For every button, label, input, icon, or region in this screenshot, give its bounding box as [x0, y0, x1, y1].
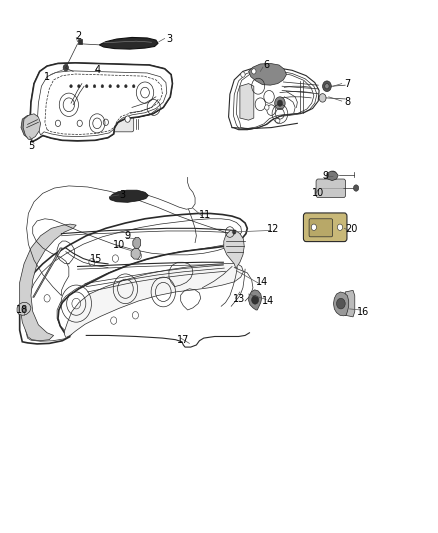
FancyBboxPatch shape	[309, 219, 332, 237]
Circle shape	[319, 94, 326, 102]
Text: 6: 6	[263, 60, 269, 70]
Circle shape	[132, 312, 138, 319]
Text: 12: 12	[267, 224, 279, 235]
Circle shape	[277, 100, 283, 107]
Polygon shape	[229, 67, 319, 130]
Circle shape	[63, 64, 68, 71]
Polygon shape	[21, 115, 37, 139]
Polygon shape	[240, 84, 254, 120]
Circle shape	[252, 296, 258, 304]
FancyBboxPatch shape	[304, 213, 347, 241]
Text: 1: 1	[44, 71, 50, 82]
Circle shape	[329, 171, 336, 180]
Polygon shape	[78, 38, 82, 44]
Circle shape	[103, 119, 109, 125]
Text: 10: 10	[113, 240, 125, 251]
Text: 2: 2	[76, 31, 82, 41]
Text: 5: 5	[28, 141, 34, 151]
Circle shape	[77, 120, 82, 126]
Polygon shape	[17, 303, 31, 316]
Circle shape	[109, 85, 112, 88]
Circle shape	[353, 185, 359, 191]
Circle shape	[336, 298, 345, 309]
Text: 15: 15	[90, 254, 102, 263]
Circle shape	[55, 120, 60, 126]
Text: 16: 16	[357, 306, 370, 317]
Text: 8: 8	[344, 97, 350, 107]
Circle shape	[325, 84, 329, 89]
Polygon shape	[133, 237, 141, 248]
Text: 3: 3	[166, 34, 172, 44]
Polygon shape	[64, 263, 244, 337]
Polygon shape	[131, 248, 140, 259]
Polygon shape	[224, 230, 244, 268]
Polygon shape	[249, 63, 286, 85]
Circle shape	[70, 85, 72, 88]
Circle shape	[135, 252, 141, 260]
Circle shape	[89, 259, 95, 266]
Polygon shape	[327, 171, 338, 181]
Circle shape	[85, 85, 88, 88]
Circle shape	[44, 295, 50, 302]
Circle shape	[276, 118, 280, 123]
Circle shape	[117, 85, 119, 88]
Circle shape	[275, 97, 285, 110]
Polygon shape	[99, 37, 158, 49]
Circle shape	[132, 85, 135, 88]
Polygon shape	[333, 292, 349, 316]
Polygon shape	[249, 290, 261, 310]
Polygon shape	[20, 214, 247, 344]
Polygon shape	[30, 63, 173, 142]
Text: 10: 10	[312, 188, 325, 198]
Circle shape	[93, 85, 96, 88]
Text: 17: 17	[177, 335, 190, 345]
Circle shape	[78, 85, 80, 88]
Text: 9: 9	[124, 231, 131, 241]
Circle shape	[22, 306, 26, 312]
Text: 14: 14	[261, 296, 274, 306]
Polygon shape	[110, 190, 148, 203]
Circle shape	[322, 81, 331, 92]
Circle shape	[124, 85, 127, 88]
Circle shape	[101, 85, 104, 88]
Circle shape	[311, 224, 317, 230]
FancyBboxPatch shape	[78, 111, 134, 132]
Circle shape	[111, 317, 117, 324]
FancyBboxPatch shape	[316, 179, 346, 198]
Text: 13: 13	[233, 294, 245, 304]
Circle shape	[252, 69, 256, 74]
Text: 4: 4	[95, 66, 101, 75]
Polygon shape	[20, 224, 76, 341]
Text: 3: 3	[119, 190, 125, 200]
Polygon shape	[33, 248, 62, 297]
Circle shape	[337, 224, 343, 230]
Text: 20: 20	[346, 224, 358, 235]
Circle shape	[241, 72, 245, 77]
Text: 9: 9	[322, 172, 328, 181]
Circle shape	[125, 116, 130, 122]
Circle shape	[113, 255, 118, 262]
Circle shape	[233, 230, 236, 234]
Text: 18: 18	[16, 305, 28, 315]
Text: 11: 11	[199, 209, 211, 220]
Polygon shape	[345, 290, 355, 317]
Circle shape	[265, 105, 269, 110]
Text: 14: 14	[255, 277, 268, 287]
Polygon shape	[30, 63, 173, 142]
Polygon shape	[23, 114, 41, 139]
Text: 7: 7	[344, 78, 350, 88]
